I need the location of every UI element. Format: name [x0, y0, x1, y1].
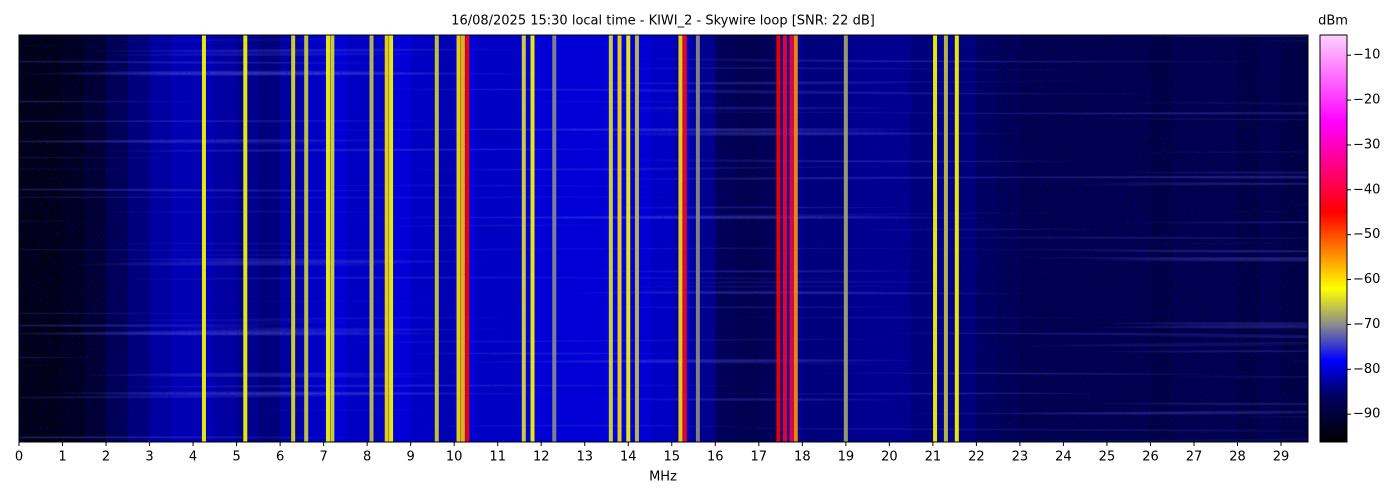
x-tick-label: 14	[620, 450, 637, 465]
colorbar-tick-label: −30	[1353, 137, 1380, 152]
colorbar-tick-label: −20	[1353, 93, 1380, 108]
x-tick-label: 17	[751, 450, 768, 465]
signal-line	[695, 35, 700, 442]
signal-line	[325, 35, 330, 442]
signal-line	[521, 35, 526, 442]
signal-line	[776, 35, 781, 442]
x-tick-label: 25	[1099, 450, 1116, 465]
signal-line	[943, 35, 948, 442]
x-tick-label: 28	[1229, 450, 1246, 465]
x-tick-label: 5	[232, 450, 240, 465]
x-tick-label: 19	[838, 450, 855, 465]
x-axis-label: MHz	[649, 470, 677, 485]
x-tick-label: 26	[1142, 450, 1159, 465]
colorbar-tick-label: −90	[1353, 407, 1380, 422]
signal-line	[626, 35, 631, 442]
x-tick-label: 11	[489, 450, 506, 465]
signal-line	[933, 35, 938, 442]
x-tick-label: 16	[707, 450, 724, 465]
plot-area	[19, 35, 1309, 442]
signal-line	[954, 35, 959, 442]
x-tick-label: 21	[925, 450, 942, 465]
x-tick-label: 18	[794, 450, 811, 465]
signal-line	[291, 35, 296, 442]
signal-line	[434, 35, 439, 442]
signal-line	[456, 35, 461, 442]
speckle	[19, 35, 1308, 442]
colorbar-tick-label: −70	[1353, 317, 1380, 332]
signal-line	[789, 35, 794, 442]
x-tick-label: 3	[145, 450, 153, 465]
chart-title: 16/08/2025 15:30 local time - KIWI_2 - S…	[451, 14, 875, 29]
x-tick-label: 13	[576, 450, 593, 465]
colorbar-tick-label: −50	[1353, 227, 1380, 242]
colorbar-tick-label: −60	[1353, 272, 1380, 287]
x-tick-label: 24	[1055, 450, 1072, 465]
signal-line	[552, 35, 557, 442]
x-tick-label: 29	[1273, 450, 1290, 465]
x-tick-label: 22	[968, 450, 985, 465]
x-tick-label: 27	[1186, 450, 1203, 465]
signal-line	[465, 35, 470, 442]
colorbar	[1319, 34, 1348, 443]
signal-line	[369, 35, 374, 442]
signal-line	[617, 35, 622, 442]
signal-line	[304, 35, 309, 442]
signal-line	[678, 35, 683, 442]
signal-line	[384, 35, 389, 442]
x-tick-label: 4	[189, 450, 197, 465]
x-tick-label: 7	[319, 450, 327, 465]
signal-line	[793, 35, 798, 442]
x-tick-label: 6	[276, 450, 284, 465]
x-tick-label: 15	[663, 450, 680, 465]
x-tick-label: 1	[58, 450, 66, 465]
signal-line	[682, 35, 687, 442]
colorbar-tick-label: −80	[1353, 362, 1380, 377]
x-tick-label: 0	[15, 450, 23, 465]
x-tick-label: 23	[1012, 450, 1029, 465]
signal-line	[843, 35, 848, 442]
signal-line	[201, 35, 206, 442]
signal-line	[782, 35, 787, 442]
colorbar-tick-label: −10	[1353, 48, 1380, 63]
x-tick-label: 20	[881, 450, 898, 465]
x-tick-label: 12	[533, 450, 550, 465]
colorbar-tick-label: −40	[1353, 182, 1380, 197]
x-tick-label: 8	[363, 450, 371, 465]
x-tick-label: 9	[407, 450, 415, 465]
signal-line	[243, 35, 248, 442]
signal-line	[389, 35, 394, 442]
x-tick-label: 10	[446, 450, 463, 465]
colorbar-label: dBm	[1318, 14, 1348, 29]
signal-line	[530, 35, 535, 442]
signal-line	[608, 35, 613, 442]
x-tick-label: 2	[102, 450, 110, 465]
signal-line	[460, 35, 465, 442]
signal-line	[634, 35, 639, 442]
signal-line	[330, 35, 335, 442]
plot-frame	[18, 34, 1309, 443]
